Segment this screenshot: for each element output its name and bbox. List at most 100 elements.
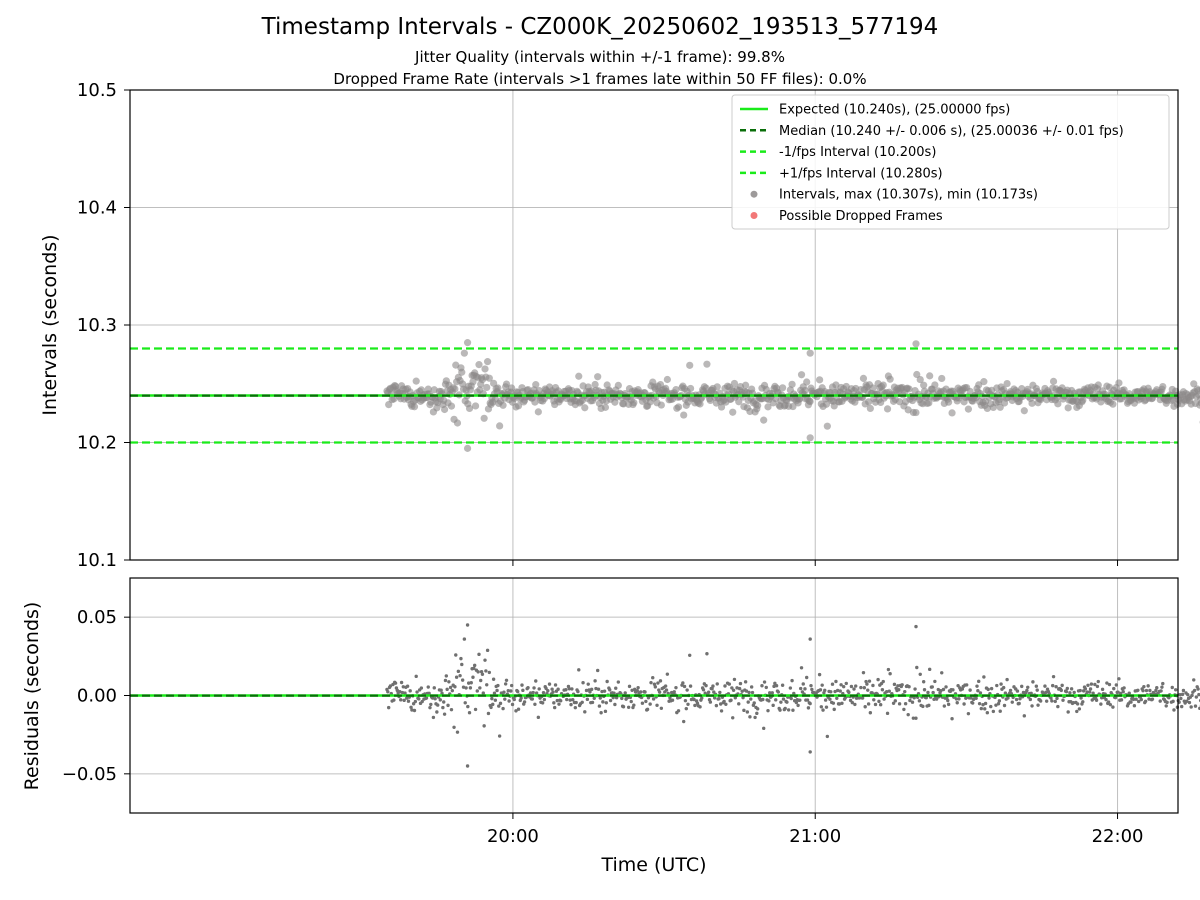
residual-point xyxy=(595,668,600,673)
residual-point xyxy=(594,686,598,691)
residual-point xyxy=(950,716,954,721)
y-tick-label: 10.1 xyxy=(77,550,117,571)
residual-point xyxy=(604,701,608,705)
residual-point xyxy=(737,686,742,691)
residual-point xyxy=(954,697,959,701)
residual-point xyxy=(495,688,499,693)
residual-point xyxy=(704,683,708,688)
residual-point xyxy=(884,689,889,694)
residual-point xyxy=(484,669,488,673)
residual-point xyxy=(400,690,405,695)
residual-point xyxy=(1160,685,1164,689)
residual-point xyxy=(530,697,535,701)
residual-point xyxy=(569,702,573,707)
residual-point xyxy=(737,702,741,706)
residual-point xyxy=(436,703,440,707)
residual-point xyxy=(986,687,990,692)
residual-point xyxy=(729,698,733,702)
interval-point xyxy=(463,339,472,347)
residual-point xyxy=(946,698,950,703)
residual-point xyxy=(1053,699,1057,704)
residual-point xyxy=(989,704,993,709)
residual-point xyxy=(623,691,627,695)
interval-point xyxy=(502,380,511,388)
residual-point xyxy=(701,688,706,692)
residual-point xyxy=(705,652,709,656)
residual-point xyxy=(1129,700,1133,704)
residual-point xyxy=(546,689,550,693)
interval-point xyxy=(729,408,737,416)
residual-point xyxy=(469,681,473,685)
residual-point xyxy=(955,701,959,705)
residual-point xyxy=(520,683,524,687)
residual-point xyxy=(1093,682,1097,687)
residual-point xyxy=(477,652,481,657)
interval-point xyxy=(1109,400,1117,408)
interval-point xyxy=(499,401,507,409)
residual-point xyxy=(868,711,873,715)
residual-point xyxy=(829,690,833,694)
residual-point xyxy=(431,715,436,720)
residual-point xyxy=(503,682,508,686)
residual-point xyxy=(1071,701,1076,705)
legend-entry-label: Possible Dropped Frames xyxy=(779,209,943,224)
residual-point xyxy=(565,697,569,702)
residual-point xyxy=(819,705,824,709)
residual-point xyxy=(835,688,840,693)
residual-point xyxy=(731,716,735,720)
residual-point xyxy=(542,697,547,702)
residual-point xyxy=(742,708,746,713)
interval-point xyxy=(966,387,974,396)
residual-point xyxy=(657,690,662,694)
residual-point xyxy=(1108,702,1113,707)
interval-point xyxy=(816,376,824,384)
residual-point xyxy=(994,703,998,707)
residual-point xyxy=(718,702,723,706)
residual-point xyxy=(1029,691,1033,696)
residual-point xyxy=(409,705,413,710)
residual-point xyxy=(917,699,922,703)
residual-point xyxy=(577,668,581,672)
interval-point xyxy=(1054,400,1062,408)
residual-point xyxy=(1117,677,1121,681)
residual-point xyxy=(985,711,990,715)
residual-point xyxy=(808,701,812,706)
residual-point xyxy=(1069,687,1074,691)
residual-point xyxy=(502,690,506,694)
residual-point xyxy=(957,697,961,701)
residual-point xyxy=(749,685,754,689)
residual-point xyxy=(534,691,539,695)
residual-point xyxy=(727,682,731,686)
residual-point xyxy=(1143,699,1148,703)
residual-point xyxy=(640,701,645,705)
legend-entry-label: Median (10.240 +/- 0.006 s), (25.00036 +… xyxy=(779,124,1124,139)
interval-point xyxy=(490,379,498,387)
residual-point xyxy=(871,683,875,688)
residual-point xyxy=(974,696,978,700)
residual-point xyxy=(447,680,451,684)
residual-point xyxy=(465,623,470,627)
residual-point xyxy=(1066,710,1070,714)
residual-point xyxy=(1154,688,1158,693)
interval-point xyxy=(938,374,946,383)
residual-point xyxy=(454,675,459,679)
residual-point xyxy=(638,690,643,694)
interval-point xyxy=(703,360,711,368)
residual-point xyxy=(700,696,704,700)
residual-point xyxy=(865,682,869,686)
interval-point xyxy=(674,403,683,411)
residual-point xyxy=(485,683,489,687)
residual-point xyxy=(616,680,621,684)
residual-point xyxy=(981,703,985,707)
residual-point xyxy=(424,696,429,700)
residual-point xyxy=(693,703,697,708)
interval-point xyxy=(663,375,671,384)
residual-point xyxy=(1044,699,1049,703)
residual-point xyxy=(590,700,595,705)
residual-point xyxy=(600,689,604,694)
residual-point xyxy=(413,699,418,704)
legend-marker-swatch xyxy=(750,212,758,219)
residual-point xyxy=(1017,701,1021,706)
residual-point xyxy=(482,724,486,728)
residual-point xyxy=(971,697,976,702)
